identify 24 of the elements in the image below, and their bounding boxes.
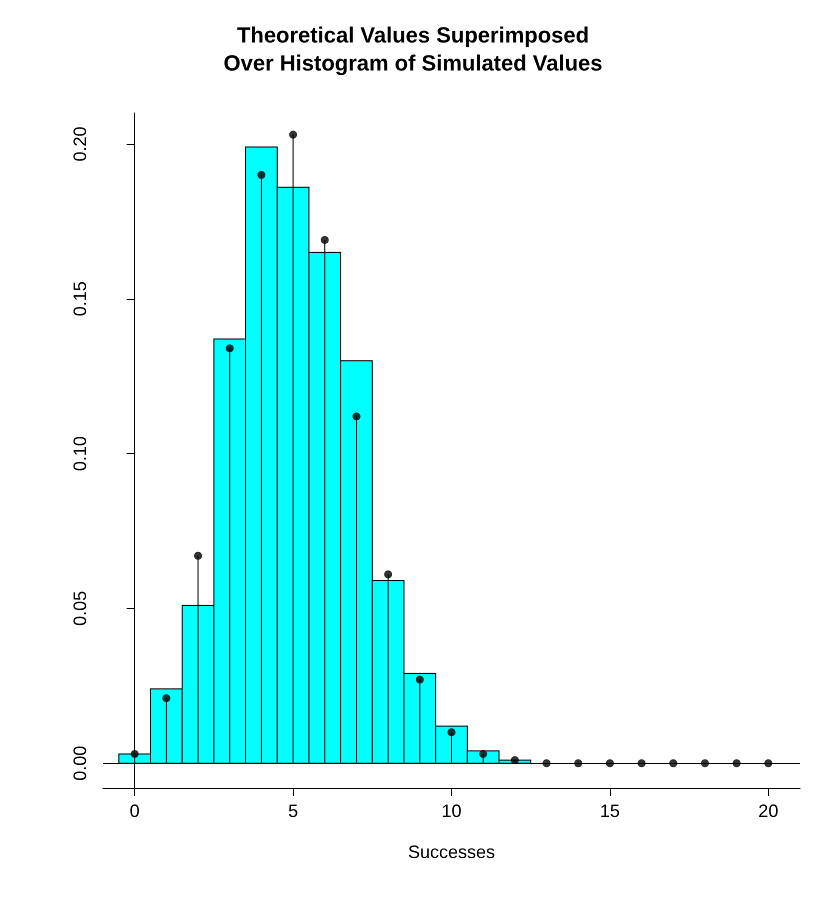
point	[416, 676, 424, 684]
point	[320, 236, 329, 244]
x-tick-label: 20	[758, 801, 778, 821]
point	[162, 694, 170, 702]
x-tick-label: 15	[600, 801, 620, 821]
y-tick-label: 0.10	[70, 436, 90, 472]
y-tick-label: 0.15	[70, 281, 90, 316]
point	[448, 728, 456, 736]
y-tick-label: 0.05	[70, 590, 90, 626]
x-tick-label: 5	[288, 801, 298, 821]
point	[352, 412, 360, 420]
point	[130, 750, 139, 758]
point	[384, 570, 392, 578]
y-tick-label: 0.20	[70, 126, 90, 162]
point	[510, 756, 519, 764]
point	[194, 552, 202, 560]
point	[289, 130, 298, 139]
y-tick-label: 0.00	[70, 746, 90, 781]
x-tick-label: 0	[130, 801, 140, 821]
point	[257, 170, 266, 179]
x-axis-title: Successes	[408, 842, 496, 862]
chart-title: Theoretical Values Superimposed Over Histogram of Simulated Values	[223, 22, 603, 76]
point	[226, 344, 234, 352]
x-tick-label: 10	[441, 801, 462, 821]
